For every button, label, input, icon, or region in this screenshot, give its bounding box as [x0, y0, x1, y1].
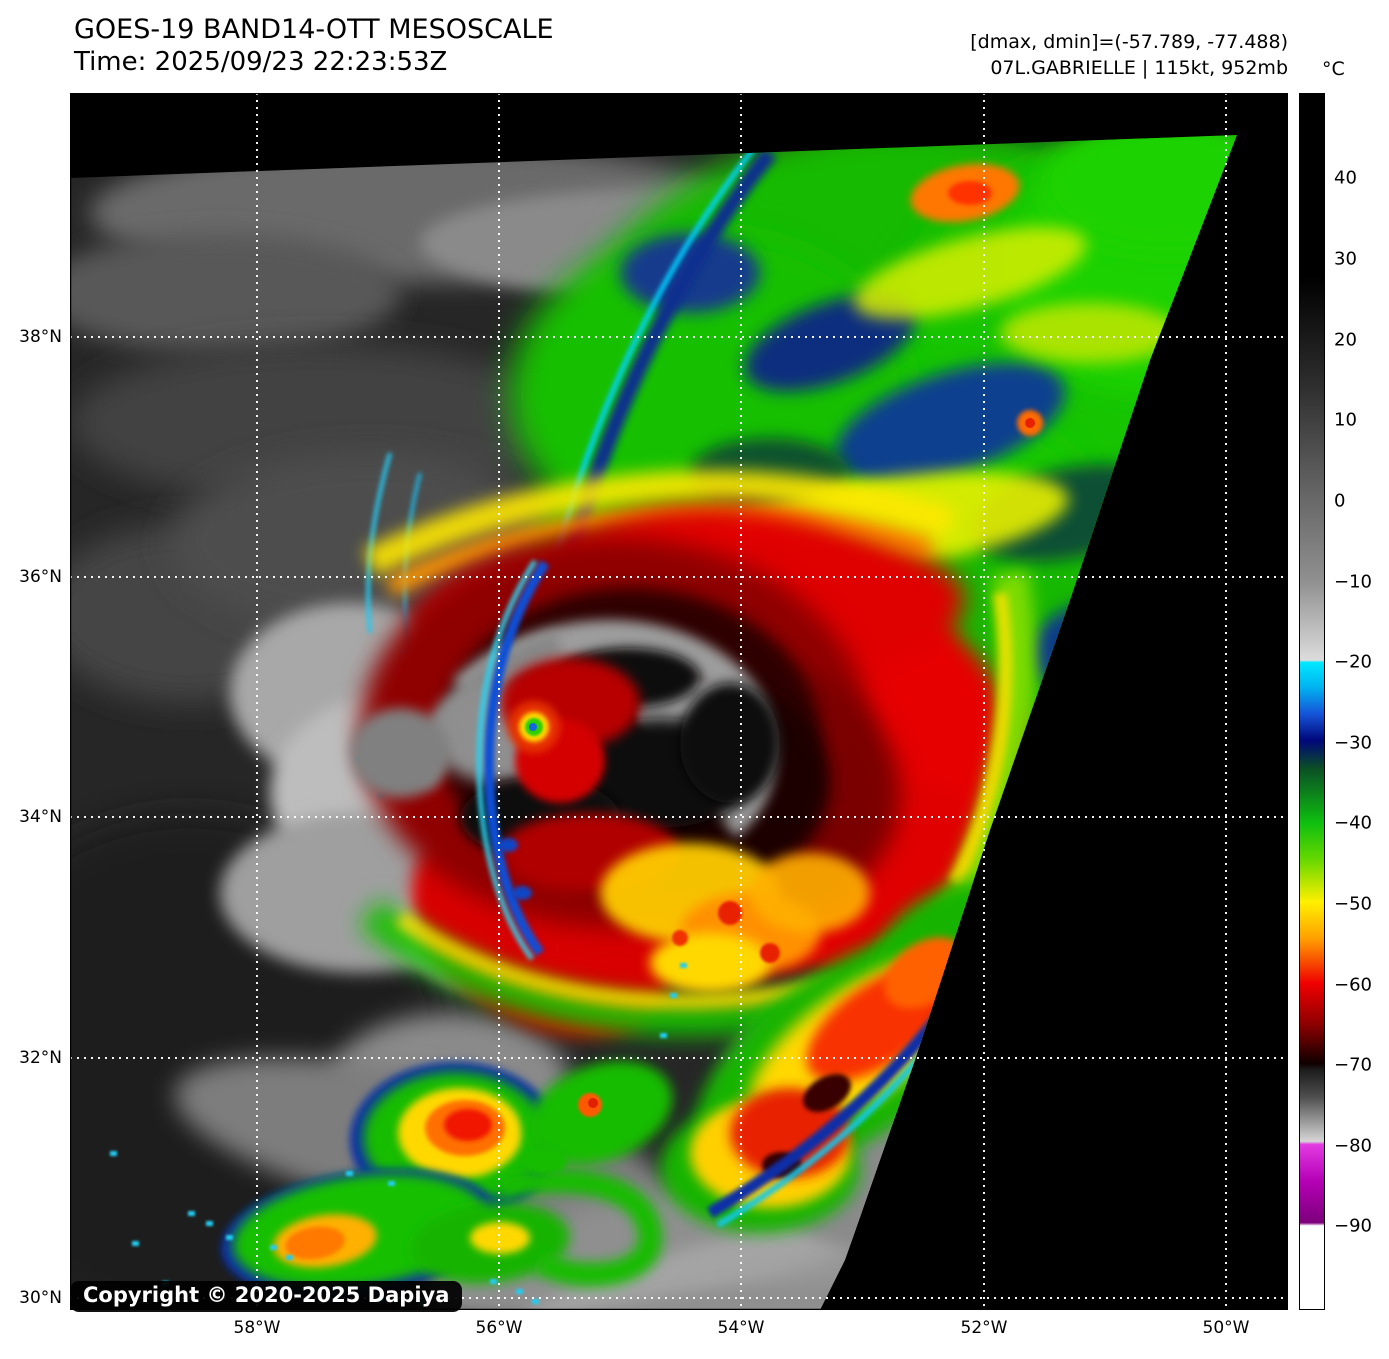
- lat-label-30n: 30°N: [19, 1288, 62, 1308]
- colorbar-tick: 10: [1334, 409, 1357, 431]
- timestamp: Time: 2025/09/23 22:23:53Z: [74, 46, 448, 77]
- temperature-colorbar: [1299, 93, 1325, 1310]
- header-block: [dmax, dmin]=(-57.789, -77.488) 07L.GABR…: [970, 30, 1288, 81]
- colorbar-tick: 0: [1334, 490, 1346, 512]
- title-block: GOES-19 BAND14-OTT MESOSCALE Time: 2025/…: [74, 14, 554, 79]
- copyright-badge: Copyright © 2020-2025 Dapiya: [70, 1281, 463, 1312]
- lat-label-36n: 36°N: [19, 567, 62, 587]
- lon-label-58w: 58°W: [233, 1318, 281, 1338]
- colorbar-tick: −70: [1334, 1054, 1372, 1076]
- rainbands: [110, 881, 1032, 1306]
- colorbar-tick: 40: [1334, 167, 1357, 189]
- colorbar-tick: −90: [1334, 1215, 1372, 1237]
- storm-info-line: 07L.GABRIELLE | 115kt, 952mb: [990, 56, 1288, 79]
- lon-label-54w: 54°W: [717, 1318, 765, 1338]
- colorbar-tick: −80: [1334, 1135, 1372, 1157]
- colorbar-tick: −20: [1334, 651, 1372, 673]
- map-border: [70, 93, 1288, 1310]
- lat-label-34n: 34°N: [19, 807, 62, 827]
- colorbar-tick: −60: [1334, 974, 1372, 996]
- lat-label-38n: 38°N: [19, 327, 62, 347]
- product-title: GOES-19 BAND14-OTT MESOSCALE: [74, 14, 554, 45]
- colorbar-tick: 20: [1334, 329, 1357, 351]
- lon-label-56w: 56°W: [475, 1318, 523, 1338]
- colorbar-unit: °C: [1322, 58, 1345, 80]
- hurricane-core: [350, 470, 1046, 1038]
- colorbar-tick: −40: [1334, 812, 1372, 834]
- eye: [508, 701, 560, 753]
- colorbar-tick: 30: [1334, 248, 1357, 270]
- lat-label-32n: 32°N: [19, 1048, 62, 1068]
- colorbar-tick: −30: [1334, 732, 1372, 754]
- lon-label-50w: 50°W: [1202, 1318, 1250, 1338]
- map-frame: [70, 93, 1288, 1310]
- lon-label-52w: 52°W: [960, 1318, 1008, 1338]
- colorbar-tick: −10: [1334, 571, 1372, 593]
- dmax-dmin-readout: [dmax, dmin]=(-57.789, -77.488): [970, 31, 1288, 53]
- satellite-image: [70, 93, 1288, 1310]
- colorbar-tick: −50: [1334, 893, 1372, 915]
